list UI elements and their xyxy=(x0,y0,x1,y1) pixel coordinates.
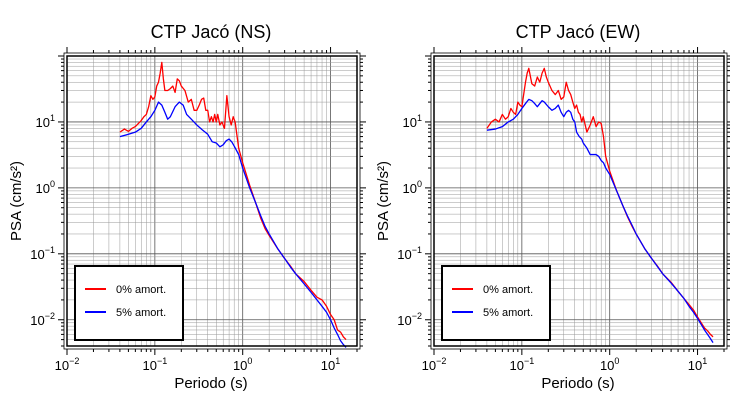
x-axis-label: Periodo (s) xyxy=(174,375,247,392)
legend-label-1: 5% amort. xyxy=(483,307,533,319)
y-tick-label: 10−1 xyxy=(30,245,55,262)
series-line-1 xyxy=(486,98,714,343)
x-tick-label: 101 xyxy=(321,356,340,373)
x-axis-label: Periodo (s) xyxy=(541,375,614,392)
chart-title: CTP Jacó (NS) xyxy=(151,22,272,42)
plot-outer-border xyxy=(63,52,361,350)
plot-frame xyxy=(58,47,366,355)
chart-title: CTP Jacó (EW) xyxy=(516,22,641,42)
legend: 0% amort. 5% amort. xyxy=(441,265,551,341)
legend-label-0: 0% amort. xyxy=(483,284,533,296)
chart-ns: CTP Jacó (NS) 10−2 10−1 100 10110−210−11001… xyxy=(8,22,366,392)
x-tick-label: 10−2 xyxy=(422,356,447,373)
tick-labels: 10−2 10−1 100 101 10−2 10−1 100 101 xyxy=(30,113,340,373)
data-lines xyxy=(486,67,714,343)
y-axis-label: PSA (cm/s²) xyxy=(375,161,392,241)
x-tick-label: 100 xyxy=(600,356,619,373)
tick-labels: 10−2 10−1 100 101 10−2 10−1 100 101 xyxy=(397,113,707,373)
x-tick-label: 101 xyxy=(688,356,707,373)
legend-label-0: 0% amort. xyxy=(116,284,166,296)
y-tick-label: 10−2 xyxy=(30,311,55,328)
y-axis-label: PSA (cm/s²) xyxy=(8,161,25,241)
legend: 0% amort. 5% amort. xyxy=(74,265,184,341)
series-line-1 xyxy=(119,101,347,348)
chart-ew: CTP Jacó (EW) 10−2 10−1 100 10110−210−11001… xyxy=(375,22,730,392)
y-tick-label: 101 xyxy=(36,113,55,130)
x-tick-label: 10−1 xyxy=(142,356,167,373)
legend-box xyxy=(74,265,184,341)
y-tick-label: 10−1 xyxy=(397,245,422,262)
data-lines xyxy=(119,61,347,348)
y-tick-label: 10−2 xyxy=(397,311,422,328)
y-tick-label: 100 xyxy=(36,179,55,196)
y-tick-label: 101 xyxy=(403,113,422,130)
x-tick-label: 10−1 xyxy=(509,356,534,373)
y-tick-label: 100 xyxy=(403,179,422,196)
x-tick-label: 100 xyxy=(233,356,252,373)
x-tick-label: 10−2 xyxy=(55,356,80,373)
legend-box xyxy=(441,265,551,341)
legend-label-1: 5% amort. xyxy=(116,307,166,319)
plot-border xyxy=(433,55,725,347)
plot-border xyxy=(66,55,358,347)
plot-outer-border xyxy=(430,52,728,350)
